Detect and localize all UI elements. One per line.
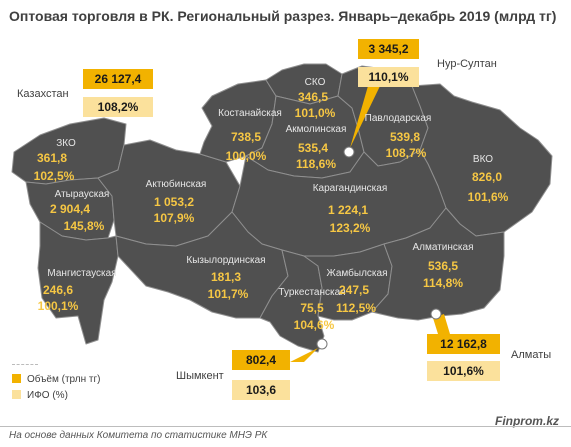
region-ifo-vko: 101,6% bbox=[468, 190, 509, 204]
region-volume-akmola: 535,4 bbox=[298, 141, 328, 155]
footer-divider bbox=[0, 426, 571, 427]
nur-sultan-marker bbox=[343, 146, 355, 158]
legend-volume-label: Объём (трлн тг) bbox=[27, 374, 101, 385]
region-name-zko: ЗКО bbox=[56, 138, 76, 149]
brand-logo[interactable]: Finprom.kz bbox=[494, 414, 559, 428]
region-name-vko: ВКО bbox=[473, 154, 493, 165]
region-ifo-sko: 101,0% bbox=[295, 106, 336, 120]
region-ifo-pavlodar: 108,7% bbox=[386, 146, 427, 160]
almaty-label: Алматы bbox=[511, 349, 552, 361]
region-name-pavlodar: Павлодарская bbox=[365, 113, 432, 124]
region-volume-vko: 826,0 bbox=[472, 170, 502, 184]
region-ifo-zhambyl: 112,5% bbox=[336, 301, 376, 315]
region-volume-atyrau: 2 904,4 bbox=[50, 202, 90, 216]
region-ifo-zko: 102,5% bbox=[34, 169, 75, 183]
legend-ifo-label: ИФО (%) bbox=[27, 390, 68, 401]
region-name-akmola: Акмолинская bbox=[286, 124, 347, 135]
kazakhstan-label: Казахстан bbox=[17, 88, 69, 100]
shymkent-ifo-box: 103,6 bbox=[232, 380, 290, 400]
region-ifo-kostanay: 100,0% bbox=[226, 149, 267, 163]
legend-ifo-swatch bbox=[12, 390, 21, 399]
region-volume-aktobe: 1 053,2 bbox=[154, 195, 194, 209]
almaty-ifo-box: 101,6% bbox=[427, 361, 500, 381]
region-name-aktobe: Актюбинская bbox=[146, 178, 207, 190]
region-name-almaty-region: Алматинская bbox=[413, 242, 474, 253]
almaty-marker bbox=[430, 308, 442, 320]
region-volume-sko: 346,5 bbox=[298, 90, 328, 104]
shymkent-volume-box: 802,4 bbox=[232, 350, 290, 370]
region-name-kyzylorda: Кызылординская bbox=[186, 255, 265, 266]
legend-top-divider bbox=[12, 364, 38, 365]
region-shape-mangystau bbox=[37, 221, 119, 345]
shymkent-pointer bbox=[290, 348, 318, 362]
region-ifo-karaganda: 123,2% bbox=[330, 221, 371, 235]
region-ifo-kyzylorda: 101,7% bbox=[208, 287, 249, 301]
region-name-mangystau: Мангистауская bbox=[47, 268, 116, 279]
page-title: Оптовая торговля в РК. Региональный разр… bbox=[9, 8, 557, 24]
region-name-sko: СКО bbox=[305, 77, 326, 88]
shymkent-marker bbox=[316, 338, 328, 350]
region-ifo-turkestan: 104,6% bbox=[294, 318, 335, 332]
legend-item-ifo: ИФО (%) bbox=[12, 390, 68, 401]
region-ifo-akmola: 118,6% bbox=[296, 157, 336, 171]
region-shape-atyrau bbox=[25, 177, 115, 241]
nur-sultan-label: Нур-Султан bbox=[437, 58, 497, 70]
region-name-zhambyl: Жамбылская bbox=[327, 267, 388, 279]
legend-item-volume: Объём (трлн тг) bbox=[12, 374, 100, 385]
region-volume-zhambyl: 247,5 bbox=[339, 283, 369, 297]
region-volume-turkestan: 75,5 bbox=[300, 301, 324, 315]
region-name-kostanay: Костанайская bbox=[218, 108, 282, 119]
region-ifo-almaty-region: 114,8% bbox=[423, 276, 463, 290]
region-volume-karaganda: 1 224,1 bbox=[328, 203, 368, 217]
almaty-volume-box: 12 162,8 bbox=[427, 334, 500, 354]
region-ifo-atyrau: 145,8% bbox=[64, 219, 105, 233]
nur-sultan-volume-box: 3 345,2 bbox=[358, 39, 419, 59]
region-name-karaganda: Карагандинская bbox=[313, 183, 388, 194]
region-volume-zko: 361,8 bbox=[37, 151, 67, 165]
region-name-turkestan: Туркестанская bbox=[278, 287, 345, 298]
source-note: На основе данных Комитета по статистике … bbox=[9, 430, 268, 441]
region-volume-pavlodar: 539,8 bbox=[390, 130, 420, 144]
kazakhstan-volume-box: 26 127,4 bbox=[83, 69, 153, 89]
region-volume-kyzylorda: 181,3 bbox=[211, 270, 241, 284]
shymkent-label: Шымкент bbox=[176, 370, 224, 382]
region-ifo-mangystau: 100,1% bbox=[38, 299, 79, 313]
kazakhstan-ifo-box: 108,2% bbox=[83, 97, 153, 117]
nur-sultan-ifo-box: 110,1% bbox=[358, 67, 419, 87]
region-volume-almaty-region: 536,5 bbox=[428, 259, 458, 273]
region-ifo-aktobe: 107,9% bbox=[154, 211, 195, 225]
region-volume-kostanay: 738,5 bbox=[231, 130, 261, 144]
region-name-atyrau: Атырауская bbox=[55, 189, 110, 200]
region-volume-mangystau: 246,6 bbox=[43, 283, 73, 297]
nur-sultan-pointer bbox=[350, 86, 380, 148]
legend-volume-swatch bbox=[12, 374, 21, 383]
region-shape-almaty bbox=[371, 207, 505, 321]
